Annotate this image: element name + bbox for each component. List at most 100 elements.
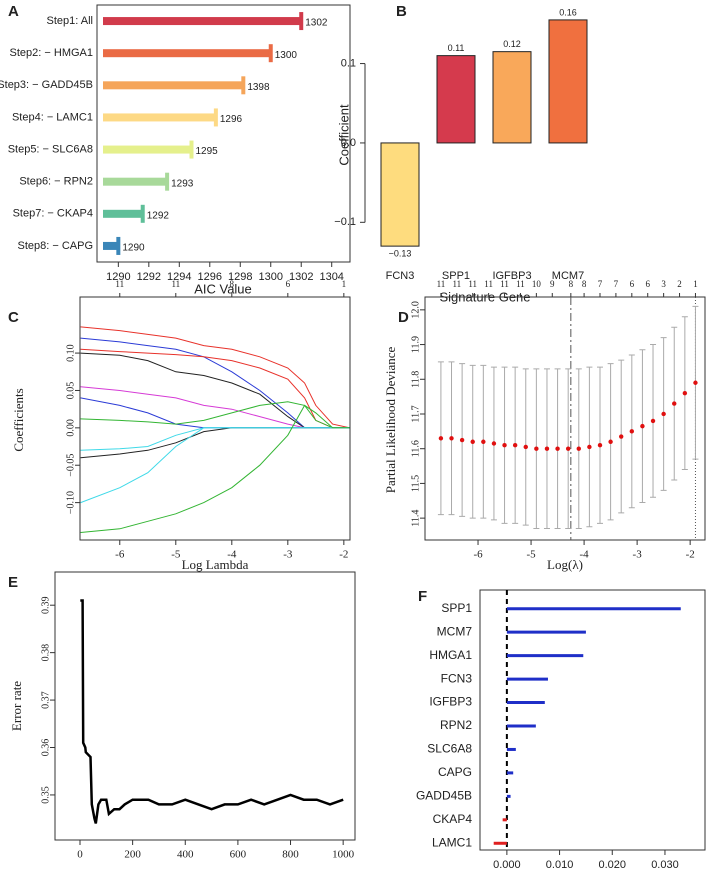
top-tick-label: 9	[550, 279, 555, 289]
bar	[103, 81, 244, 90]
x-tick-label: 1000	[332, 849, 355, 861]
x-tick-label: 0.020	[598, 859, 626, 871]
bar	[103, 49, 271, 58]
x-tick-label: -5	[171, 549, 181, 561]
y-tick-label: 11.4	[410, 510, 421, 527]
y-tick-label: 12.0	[410, 301, 421, 319]
point	[459, 437, 465, 443]
x-tick-label: 1298	[228, 271, 252, 283]
x-tick-label: -6	[115, 549, 125, 561]
panel-label: A	[8, 3, 19, 20]
point	[682, 390, 688, 396]
point	[491, 441, 497, 446]
point	[449, 436, 454, 441]
top-tick-label: 6	[286, 279, 291, 289]
plot-frame	[96, 4, 351, 263]
value-label: 1398	[247, 82, 270, 93]
category-label: CKAP4	[433, 812, 473, 826]
x-axis-label: AIC Value	[194, 281, 252, 296]
value-label: −0.13	[389, 249, 412, 259]
top-tick-label: 8	[569, 279, 574, 289]
value-label: 1295	[195, 146, 218, 157]
bar	[103, 177, 168, 186]
point	[619, 434, 624, 439]
y-tick-label: 0.38	[40, 644, 51, 662]
y-tick-label: −0.05	[65, 454, 76, 477]
y-tick-label: 11.7	[410, 405, 421, 422]
x-tick-label: 1290	[106, 271, 130, 283]
point	[587, 444, 592, 450]
top-tick-label: 11	[171, 279, 180, 289]
series-line	[80, 427, 350, 504]
y-axis-label: Coefficients	[11, 388, 26, 451]
x-tick-label: -4	[227, 549, 237, 561]
x-tick-label: 1292	[137, 271, 161, 283]
category-label: Step2: − HMGA1	[10, 47, 93, 59]
panel-label: B	[396, 3, 407, 20]
point	[597, 443, 603, 448]
bar	[103, 209, 143, 218]
panel: C Log Lambda Coefficients -6 -5 -4 -3 -2 11 11 8 6 1…	[8, 279, 351, 572]
category-label: SPP1	[441, 601, 472, 615]
y-tick-label: 0.36	[40, 739, 51, 757]
value-label: 1292	[147, 210, 170, 221]
top-tick-label: 11	[500, 279, 509, 289]
x-tick-label: -6	[473, 549, 483, 561]
x-axis-label: Log Lambda	[182, 557, 249, 572]
y-tick-label: 0.10	[65, 344, 76, 362]
x-tick-label: 0.010	[546, 859, 574, 871]
top-tick-label: 11	[115, 279, 124, 289]
category-label: LAMC1	[432, 835, 472, 849]
point	[640, 423, 645, 429]
point	[523, 444, 528, 450]
x-tick-label: 1300	[259, 271, 283, 283]
y-axis-label: Partial Likelihood Deviance	[383, 346, 398, 493]
category-label: CAPG	[438, 765, 472, 779]
top-tick-label: 11	[437, 279, 446, 289]
x-tick-label: 600	[230, 849, 247, 861]
y-tick-label: 0.05	[65, 382, 76, 400]
category-label: IGFBP3	[429, 695, 472, 709]
x-tick-label: 0	[77, 849, 83, 861]
y-tick-label: 0.00	[65, 419, 76, 437]
x-tick-label: 800	[282, 849, 299, 861]
point	[629, 429, 635, 434]
category-label: SPP1	[442, 270, 470, 282]
category-label: SLC6A8	[427, 742, 472, 756]
x-tick-label: 1302	[289, 271, 313, 283]
category-label: Step7: − CKAP4	[13, 208, 93, 220]
y-tick-label: 0.39	[40, 596, 51, 614]
top-tick-label: 11	[484, 279, 493, 289]
category-label: GADD45B	[416, 789, 472, 803]
y-tick-label: −0.1	[334, 216, 356, 228]
bar-cap	[140, 204, 145, 223]
x-tick-label: -3	[633, 549, 643, 561]
category-label: FCN3	[441, 671, 473, 685]
series-line	[80, 397, 350, 429]
top-tick-label: 10	[532, 279, 542, 289]
category-label: Step4: − LAMC1	[12, 111, 93, 123]
y-axis-label: Coefficient	[336, 104, 351, 166]
point	[608, 439, 613, 444]
panel-label: D	[398, 309, 409, 326]
point	[481, 439, 486, 444]
top-tick-label: 3	[661, 279, 666, 289]
category-label: Step6: − RPN2	[19, 176, 93, 188]
top-tick-label: 1	[693, 279, 698, 289]
bar	[103, 145, 192, 154]
point	[565, 446, 571, 451]
value-label: 1300	[275, 50, 298, 61]
category-label: HMGA1	[429, 648, 472, 662]
bar-cap	[268, 44, 273, 63]
bar	[492, 51, 532, 144]
value-label: 0.12	[503, 39, 521, 49]
y-tick-label: 11.8	[410, 371, 421, 388]
value-label: 1302	[305, 18, 328, 29]
x-tick-label: 1304	[319, 271, 343, 283]
x-tick-label: 1296	[198, 271, 222, 283]
panel: A AIC Value 1290 1292 1294 1296 1298 1300 1302 13…	[0, 3, 351, 296]
point	[661, 411, 666, 417]
plot-frame	[424, 296, 706, 541]
